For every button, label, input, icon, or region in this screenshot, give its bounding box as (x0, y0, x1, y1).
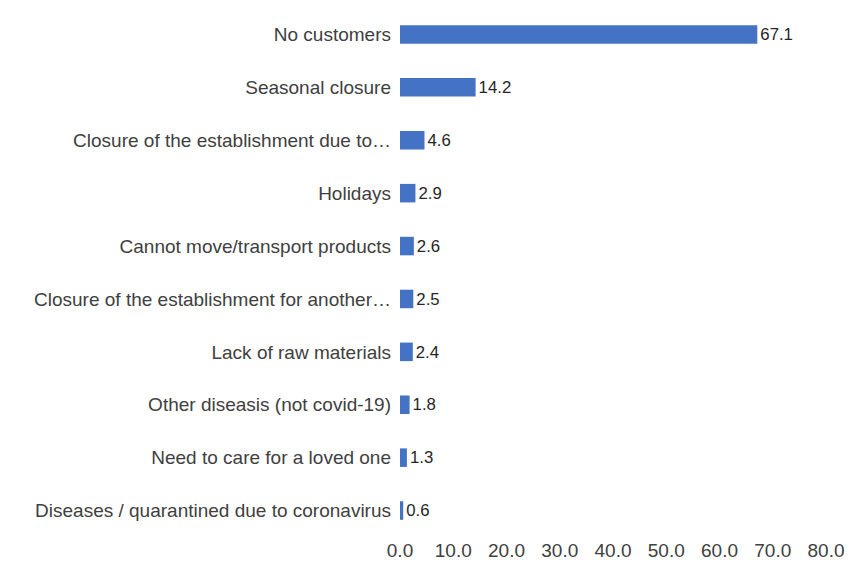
svg-text:Holidays: Holidays (318, 183, 391, 204)
svg-text:Cannot move/transport products: Cannot move/transport products (120, 236, 391, 257)
svg-text:2.6: 2.6 (417, 237, 440, 256)
svg-text:0.0: 0.0 (387, 540, 413, 561)
svg-text:Other diseasis (not covid-19): Other diseasis (not covid-19) (148, 394, 391, 415)
svg-text:40.0: 40.0 (595, 540, 632, 561)
svg-text:2.5: 2.5 (416, 290, 439, 309)
svg-text:10.0: 10.0 (435, 540, 472, 561)
svg-text:2.9: 2.9 (418, 184, 441, 203)
svg-text:Seasonal closure: Seasonal closure (245, 77, 391, 98)
svg-text:2.4: 2.4 (416, 343, 439, 362)
svg-text:4.6: 4.6 (427, 131, 450, 150)
svg-text:1.3: 1.3 (410, 448, 433, 467)
svg-text:20.0: 20.0 (488, 540, 525, 561)
svg-text:14.2: 14.2 (479, 78, 512, 97)
svg-text:Closure of the establishment f: Closure of the establishment for another… (34, 289, 391, 310)
svg-text:1.8: 1.8 (413, 395, 436, 414)
svg-text:0.6: 0.6 (406, 501, 429, 520)
svg-text:Lack of raw materials: Lack of raw materials (211, 342, 391, 363)
svg-text:Diseases / quarantined due to: Diseases / quarantined due to coronaviru… (35, 500, 391, 521)
svg-text:Closure of the establishment d: Closure of the establishment due to… (73, 130, 391, 151)
svg-text:30.0: 30.0 (541, 540, 578, 561)
svg-text:Need to care for a loved one: Need to care for a loved one (151, 447, 391, 468)
svg-text:No customers: No customers (274, 24, 391, 45)
svg-text:60.0: 60.0 (701, 540, 738, 561)
svg-text:67.1: 67.1 (760, 25, 793, 44)
svg-text:80.0: 80.0 (808, 540, 845, 561)
svg-text:70.0: 70.0 (754, 540, 791, 561)
svg-text:50.0: 50.0 (648, 540, 685, 561)
